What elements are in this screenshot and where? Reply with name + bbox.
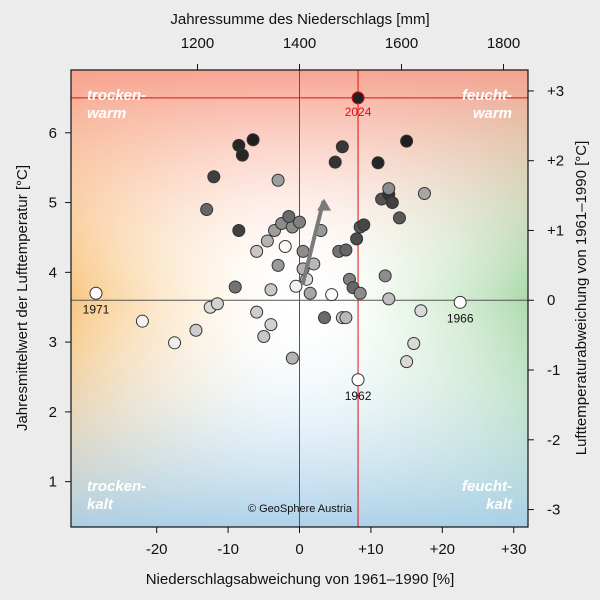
year-label: 1962 (345, 389, 372, 403)
data-point (135, 314, 149, 328)
data-points (89, 91, 467, 387)
data-point (351, 373, 365, 387)
data-point (260, 234, 274, 248)
data-point (407, 337, 421, 351)
data-point (250, 244, 264, 258)
data-point (303, 286, 317, 300)
data-point (325, 288, 339, 302)
data-point (257, 330, 271, 344)
data-point (351, 91, 365, 105)
x-tick-label: -20 (146, 541, 168, 558)
data-point (264, 318, 278, 332)
data-point (210, 297, 224, 311)
y-tick-label: 6 (49, 125, 57, 142)
data-point (246, 133, 260, 147)
trend-arrow-head (317, 198, 332, 211)
year-label: 1966 (447, 311, 474, 325)
data-point (264, 283, 278, 297)
corner-label-top-left: warm (87, 105, 126, 122)
data-point (382, 292, 396, 306)
data-point (385, 196, 399, 210)
corner-label-bottom-left: kalt (87, 496, 114, 513)
data-point (89, 286, 103, 300)
point-labels: 2024 1971 1966 1962 (83, 105, 474, 403)
data-point (282, 210, 296, 224)
data-point (278, 240, 292, 254)
data-point (417, 186, 431, 200)
data-point (271, 258, 285, 272)
data-point (232, 223, 246, 237)
data-point (357, 218, 371, 232)
data-point (353, 286, 367, 300)
y2-tick-label: -1 (547, 362, 560, 379)
data-point (228, 280, 242, 294)
y2-tick-label: -3 (547, 502, 560, 519)
x-tick-label: +30 (501, 541, 526, 558)
x2-tick-label: 1800 (487, 35, 520, 52)
corner-label-bottom-right: kalt (486, 496, 513, 513)
x-tick-label: -10 (217, 541, 239, 558)
data-point (293, 215, 306, 229)
credit-text: © GeoSphere Austria (248, 503, 353, 515)
y-tick-label: 5 (49, 195, 57, 212)
y2-tick-label: -2 (547, 432, 560, 449)
x2-tick-label: 1400 (283, 35, 316, 52)
data-point (200, 203, 214, 217)
data-point (400, 134, 414, 148)
year-label: 1971 (83, 302, 110, 316)
y2-tick-label: +3 (547, 83, 564, 100)
data-point (400, 355, 414, 369)
corner-label-top-right: warm (473, 105, 512, 122)
x2-tick-label: 1600 (385, 35, 418, 52)
data-point (296, 244, 310, 258)
data-point (289, 279, 303, 293)
data-point (453, 295, 467, 309)
data-point (328, 155, 342, 169)
x2-axis-title: Jahressumme des Niederschlags [mm] (170, 11, 429, 28)
data-point (392, 211, 406, 225)
data-point (378, 269, 392, 283)
corner-label-bottom-right: feucht- (462, 478, 512, 495)
x-tick-label: +20 (430, 541, 455, 558)
y-tick-label: 3 (49, 334, 57, 351)
y2-tick-label: +2 (547, 153, 564, 170)
y2-axis-title: Lufttemperaturabweichung von 1961–1990 [… (573, 141, 590, 456)
data-point (339, 243, 353, 257)
data-point (207, 170, 221, 184)
data-point (285, 351, 299, 365)
data-point (235, 148, 249, 162)
data-point (335, 140, 349, 154)
data-point (250, 305, 264, 319)
data-point (382, 182, 396, 196)
highlight-year-label: 2024 (345, 105, 372, 119)
x-axis-title: Niederschlagsabweichung von 1961–1990 [%… (146, 571, 455, 588)
x-tick-label: 0 (295, 541, 303, 558)
data-point (371, 156, 385, 170)
data-point (271, 173, 285, 187)
data-point (189, 323, 203, 337)
data-point (414, 304, 428, 318)
corner-labels: trocken-warmfeucht-warmtrocken-kaltfeuch… (87, 87, 513, 513)
y-tick-label: 4 (49, 264, 57, 281)
corner-label-top-right: feucht- (462, 87, 512, 104)
y-axis-title: Jahresmittelwert der Lufttemperatur [°C] (14, 165, 31, 431)
y-tick-label: 1 (49, 474, 57, 491)
x2-tick-label: 1200 (181, 35, 214, 52)
data-point (168, 336, 182, 350)
corner-label-top-left: trocken- (87, 87, 146, 104)
x-tick-label: +10 (358, 541, 383, 558)
y-tick-label: 2 (49, 404, 57, 421)
corner-label-bottom-left: trocken- (87, 478, 146, 495)
data-point (317, 311, 331, 325)
data-point (350, 232, 364, 246)
data-point (339, 311, 353, 325)
y2-tick-label: +1 (547, 222, 564, 239)
y2-tick-label: 0 (547, 292, 555, 309)
